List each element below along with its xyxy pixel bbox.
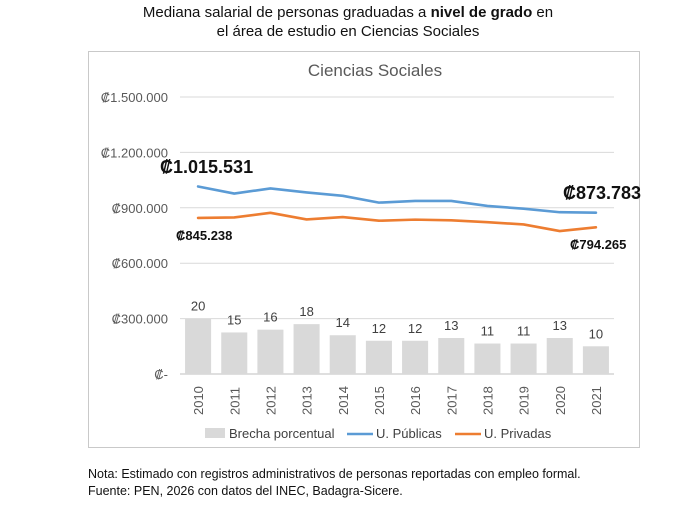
x-tick-label: 2020 xyxy=(553,386,568,415)
bar xyxy=(474,343,501,374)
grid xyxy=(180,96,614,375)
bar xyxy=(546,337,573,374)
y-axis: ₡- ₡300.000 ₡600.000 ₡900.000 ₡1.200.000 ₡1.5… xyxy=(101,90,168,382)
notes: Nota: Estimado con registros administrat… xyxy=(88,466,581,500)
bar xyxy=(582,346,609,374)
x-axis: 2010 2011 2012 2013 2014 2015 2016 2017 2018 2019… xyxy=(191,386,604,415)
x-tick-label: 2016 xyxy=(408,386,423,415)
y-tick-label: ₡1.500.000 xyxy=(101,90,168,105)
bar xyxy=(257,329,284,374)
source-line: Fuente: PEN, 2026 con datos del INEC, Ba… xyxy=(88,484,403,498)
x-tick-label: 2014 xyxy=(336,386,351,415)
page-title-line2: el área de estudio en Ciencias Sociales xyxy=(216,23,480,40)
bar-data-label: 16 xyxy=(263,310,277,325)
annotation-privadas-2021: ₡794.265 xyxy=(570,237,626,252)
annotation-publicas-2010: ₡1.015.531 xyxy=(160,157,253,177)
x-tick-label: 2021 xyxy=(589,386,604,415)
page-title-suffix: en xyxy=(532,4,554,21)
legend-label-privadas: U. Privadas xyxy=(484,426,552,441)
brecha-bars: 20 15 16 18 14 12 12 13 11 11 13 10 xyxy=(185,299,609,374)
bar-data-label: 12 xyxy=(408,321,422,336)
page-title: Mediana salarial de personas graduadas a… xyxy=(0,3,696,41)
legend-label-brecha: Brecha porcentual xyxy=(229,426,335,441)
chart-title: Ciencias Sociales xyxy=(308,61,442,80)
legend: Brecha porcentual U. Públicas U. Privadas xyxy=(205,426,552,441)
x-tick-label: 2017 xyxy=(444,386,459,415)
bar-data-label: 13 xyxy=(444,318,458,333)
bar-data-label: 18 xyxy=(299,304,313,319)
bar xyxy=(329,335,356,374)
annotation-privadas-2010: ₡845.238 xyxy=(176,228,232,243)
bar-data-label: 12 xyxy=(372,321,386,336)
bar xyxy=(438,337,465,374)
x-tick-label: 2011 xyxy=(227,387,242,415)
y-tick-label: ₡300.000 xyxy=(112,312,168,327)
bar xyxy=(185,318,212,374)
note-line: Nota: Estimado con registros administrat… xyxy=(88,467,581,481)
bar xyxy=(365,340,392,374)
bar-data-label: 11 xyxy=(517,324,531,339)
page-title-prefix: Mediana salarial de personas graduadas a xyxy=(142,4,431,21)
x-tick-label: 2015 xyxy=(372,386,387,415)
x-tick-label: 2010 xyxy=(191,386,206,415)
bar xyxy=(221,332,248,374)
annotations: ₡1.015.531 ₡873.783 ₡845.238 ₡794.265 xyxy=(160,157,641,252)
bar-data-label: 10 xyxy=(589,326,603,341)
x-tick-label: 2019 xyxy=(517,386,532,415)
y-tick-label: ₡900.000 xyxy=(112,201,168,216)
series-lines xyxy=(196,185,598,233)
y-tick-label: ₡1.200.000 xyxy=(101,145,168,160)
bar-data-label: 20 xyxy=(191,299,205,314)
bar xyxy=(402,340,429,374)
annotation-publicas-2021: ₡873.783 xyxy=(563,183,641,203)
bar-data-label: 13 xyxy=(553,318,567,333)
legend-swatch-brecha xyxy=(205,428,225,438)
chart-frame xyxy=(88,51,640,448)
bar-data-label: 15 xyxy=(227,312,241,327)
x-tick-label: 2012 xyxy=(263,386,278,415)
bar-data-label: 11 xyxy=(481,324,495,339)
y-tick-label: ₡- xyxy=(154,367,168,382)
page-title-line1: Mediana salarial de personas graduadas a… xyxy=(0,3,696,22)
bar-data-label: 14 xyxy=(336,315,350,330)
y-tick-label: ₡600.000 xyxy=(112,256,168,271)
x-tick-label: 2018 xyxy=(480,386,495,415)
publicas-line xyxy=(196,185,598,214)
page-title-bold: nivel de grado xyxy=(430,4,533,21)
bar xyxy=(510,343,537,374)
privadas-line xyxy=(196,211,598,233)
x-tick-label: 2013 xyxy=(300,386,315,415)
bar xyxy=(293,324,320,374)
legend-label-publicas: U. Públicas xyxy=(376,426,442,441)
